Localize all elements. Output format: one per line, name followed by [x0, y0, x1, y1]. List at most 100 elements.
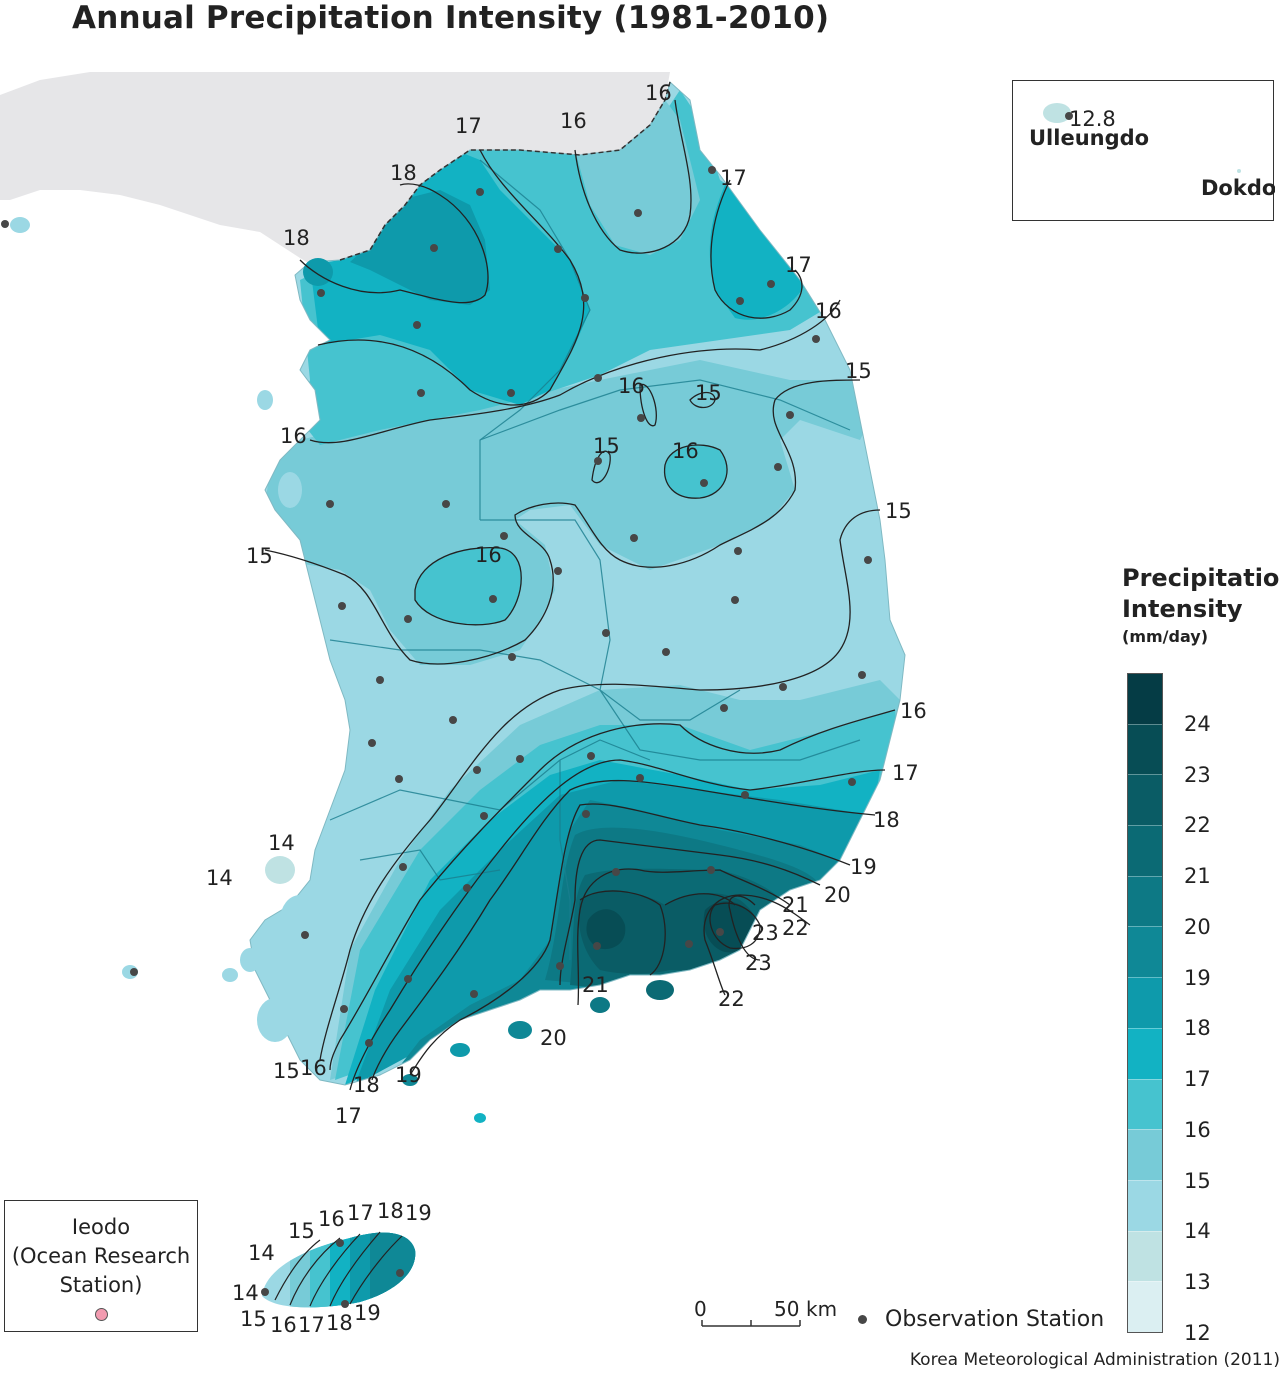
contour-label: 15 [273, 1059, 300, 1083]
legend-title-line2: Intensity [1122, 595, 1243, 623]
contour-label: 16 [672, 439, 699, 463]
zone-18 [350, 190, 490, 305]
islands [10, 217, 674, 1123]
ulleungdo-map: 12.8 Ulleungdo Dokdo [1029, 103, 1275, 200]
contour-label: 15 [246, 544, 273, 568]
legend-swatch [1128, 875, 1162, 927]
station-dot [340, 1005, 348, 1013]
coastline [249, 81, 906, 1086]
contour-label: 23 [752, 921, 779, 945]
station-dot [630, 534, 638, 542]
dokdo-name: Dokdo [1201, 176, 1275, 200]
contour-label: 15 [288, 1219, 315, 1243]
station-dot [774, 463, 782, 471]
legend-tick-label: 22 [1184, 813, 1211, 838]
legend-tick-label: 19 [1184, 965, 1211, 990]
legend-swatch [1128, 723, 1162, 775]
observation-station-label: Observation Station [885, 1307, 1105, 1332]
station-dot [376, 676, 384, 684]
station-dot [404, 975, 412, 983]
station-dot [556, 962, 564, 970]
observation-stations [1, 166, 872, 1308]
contour-label: 19 [405, 1201, 432, 1225]
contour-label: 16 [475, 543, 502, 567]
station-dot [1065, 112, 1073, 120]
station-dot [480, 812, 488, 820]
contour-label: 15 [695, 381, 722, 405]
ieodo-line1: Ieodo [71, 1215, 131, 1239]
contour-label: 22 [718, 987, 745, 1011]
station-dot [507, 389, 515, 397]
ulleungdo-value: 12.8 [1069, 107, 1116, 131]
contour-label: 18 [873, 808, 900, 832]
legend-tick-label: 15 [1184, 1168, 1211, 1193]
contour-label: 17 [335, 1104, 362, 1128]
legend-title: Precipitation Intensity [1122, 563, 1280, 625]
station-dot [368, 739, 376, 747]
legend-tick-label: 21 [1184, 864, 1211, 889]
contour-label: 23 [745, 951, 772, 975]
station-dot [720, 704, 728, 712]
ieodo-marker [94, 1308, 108, 1321]
station-dot [736, 297, 744, 305]
contour-label: 15 [240, 1307, 267, 1331]
station-dot [741, 791, 749, 799]
station-dot [130, 968, 138, 976]
contour-label: 20 [540, 1026, 567, 1050]
contour-label: 16 [815, 299, 842, 323]
contour-label: 18 [353, 1073, 380, 1097]
contour-label: 18 [326, 1311, 353, 1335]
scale-unit: km [806, 1297, 837, 1321]
contour-label: 16 [900, 699, 927, 723]
legend-tick-label: 18 [1184, 1016, 1211, 1041]
ieodo-line2: (Ocean Research [11, 1244, 191, 1268]
legend-swatch [1128, 1027, 1162, 1079]
legend-swatch [1128, 774, 1162, 826]
contour-label: 14 [248, 1241, 275, 1265]
station-dot-icon [858, 1315, 867, 1324]
legend-color-bar [1127, 673, 1163, 1333]
station-dot [463, 884, 471, 892]
contour-label: 16 [270, 1313, 297, 1337]
map-title: Annual Precipitation Intensity (1981-201… [72, 0, 830, 36]
ieodo-inset: Ieodo (Ocean Research Station) [4, 1200, 198, 1332]
station-dot [404, 615, 412, 623]
zone-16-islet [415, 547, 522, 625]
station-dot [261, 1288, 269, 1296]
zone-15 [260, 360, 870, 665]
legend-swatch [1128, 825, 1162, 876]
station-dot [317, 289, 325, 297]
legend-tick-label: 13 [1184, 1270, 1211, 1295]
contour-label: 18 [283, 226, 310, 250]
dmz-border [339, 81, 671, 261]
station-dot [767, 280, 775, 288]
contour-label: 17 [455, 114, 482, 138]
station-dot [587, 752, 595, 760]
station-dot [508, 653, 516, 661]
contour-label: 21 [782, 893, 809, 917]
contour-labels: 16 17 16 18 17 18 17 16 15 16 15 16 15 1… [206, 81, 927, 1337]
station-dot [864, 556, 872, 564]
legend-swatch [1128, 674, 1162, 724]
station-dot [430, 244, 438, 252]
contour-label: 17 [892, 761, 919, 785]
contour-label: 22 [782, 916, 809, 940]
station-dot [858, 671, 866, 679]
station-dot [593, 942, 601, 950]
legend-tick-label: 14 [1184, 1219, 1211, 1244]
source-credit: Korea Meteorological Administration (201… [909, 1350, 1280, 1370]
contour-label: 18 [390, 161, 417, 185]
legend-swatch [1128, 1281, 1162, 1332]
scale-bar: 0 50 km [694, 1297, 837, 1327]
contour-label: 18 [377, 1199, 404, 1223]
legend-title-line1: Precipitation [1122, 564, 1280, 592]
station-dot [489, 595, 497, 603]
station-dot [602, 629, 610, 637]
station-dot [636, 774, 644, 782]
legend-swatch [1128, 1230, 1162, 1282]
observation-station-legend: Observation Station [858, 1307, 1104, 1332]
station-dot [449, 716, 457, 724]
station-dot [612, 868, 620, 876]
